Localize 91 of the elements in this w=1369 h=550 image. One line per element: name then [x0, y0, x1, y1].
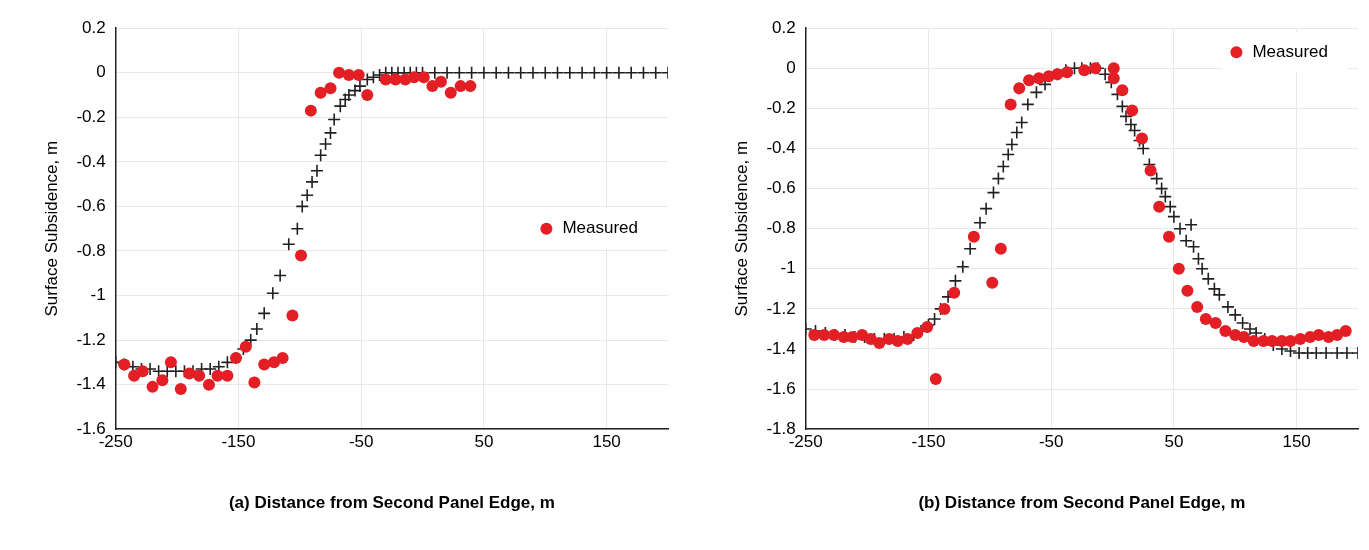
- x-tick-label: -150: [221, 432, 256, 452]
- y-tick-label: -1.4: [766, 338, 796, 358]
- point: [444, 86, 457, 99]
- point: [342, 68, 355, 81]
- point: [1126, 104, 1139, 117]
- point: [1116, 84, 1129, 97]
- point: [1209, 316, 1222, 329]
- y-tick-label: 0: [786, 57, 796, 77]
- point: [1191, 300, 1204, 313]
- legend-label: Measured: [562, 218, 639, 238]
- y-tick-label: -1: [90, 285, 106, 305]
- y-tick-label: 0: [96, 62, 106, 82]
- x-tick-label: -50: [348, 432, 374, 452]
- y-tick-label: -0.6: [766, 178, 796, 198]
- y-tick-label: -0.2: [76, 107, 106, 126]
- y-tick-label: -0.4: [766, 138, 796, 158]
- x-axis-title: (b) Distance from Second Panel Edge, m: [918, 493, 1246, 513]
- point: [1219, 324, 1232, 337]
- y-tick-label: -1.8: [766, 418, 796, 438]
- point: [361, 89, 374, 102]
- point: [174, 383, 187, 396]
- point: [1181, 284, 1194, 297]
- point: [464, 80, 477, 93]
- point: [248, 376, 261, 389]
- point: [193, 369, 206, 382]
- y-tick-label: -1.6: [766, 378, 796, 398]
- x-tick-label: 50: [474, 432, 494, 452]
- point: [221, 369, 234, 382]
- point: [434, 75, 447, 88]
- point: [1032, 72, 1045, 85]
- point: [1144, 164, 1157, 177]
- x-tick-label: -150: [911, 432, 946, 452]
- legend-label: Measured: [1252, 41, 1329, 61]
- y-tick-label: -1.2: [76, 329, 106, 349]
- point: [986, 276, 999, 289]
- point: [276, 351, 289, 364]
- point: [808, 328, 821, 341]
- x-tick-label: -50: [1038, 432, 1064, 452]
- point: [417, 71, 430, 84]
- point: [938, 302, 951, 315]
- point: [911, 326, 924, 339]
- point: [352, 68, 365, 81]
- point: [1013, 82, 1026, 95]
- y-axis-title: Surface Subsidence, m: [41, 140, 61, 317]
- point: [1107, 62, 1120, 75]
- point: [1331, 328, 1344, 341]
- point: [324, 82, 337, 95]
- y-tick-label: -1.6: [76, 418, 106, 438]
- point: [1153, 200, 1166, 213]
- y-tick-label: -0.6: [76, 196, 106, 216]
- y-tick-label: -0.8: [766, 218, 796, 238]
- point: [929, 373, 942, 386]
- point: [967, 230, 980, 243]
- point: [304, 104, 317, 117]
- point: [164, 356, 177, 369]
- y-axis-title: Surface Subsidence, m: [731, 140, 751, 317]
- x-tick-label: 50: [1164, 432, 1184, 452]
- point: [1294, 332, 1307, 345]
- point: [202, 378, 215, 391]
- point: [994, 242, 1007, 255]
- point: [1023, 74, 1036, 87]
- y-tick-label: -0.4: [76, 151, 106, 171]
- y-tick-label: -1: [780, 258, 796, 278]
- point: [948, 286, 961, 299]
- y-tick-label: -0.2: [766, 98, 796, 118]
- point: [891, 334, 904, 347]
- point: [1247, 334, 1260, 347]
- y-tick-label: -1.2: [766, 298, 796, 318]
- point: [314, 86, 327, 99]
- point: [873, 336, 886, 349]
- point: [146, 380, 159, 393]
- point: [1339, 324, 1352, 337]
- point: [295, 249, 308, 262]
- point: [407, 71, 420, 84]
- point: [333, 66, 346, 79]
- point: [286, 309, 299, 322]
- point: [156, 374, 169, 387]
- y-tick-label: -1.4: [76, 374, 106, 394]
- y-tick-label: 0.2: [82, 17, 106, 37]
- point: [1162, 230, 1175, 243]
- point: [1199, 312, 1212, 325]
- point: [1172, 262, 1185, 275]
- point: [1107, 72, 1120, 85]
- x-axis-title: (a) Distance from Second Panel Edge, m: [228, 493, 555, 513]
- point: [1312, 328, 1325, 341]
- x-tick-label: 150: [1282, 432, 1311, 452]
- point: [901, 332, 914, 345]
- y-tick-label: 0.2: [772, 17, 796, 37]
- x-tick-label: 150: [592, 432, 621, 452]
- y-tick-label: -0.8: [76, 240, 106, 260]
- point: [1004, 98, 1017, 111]
